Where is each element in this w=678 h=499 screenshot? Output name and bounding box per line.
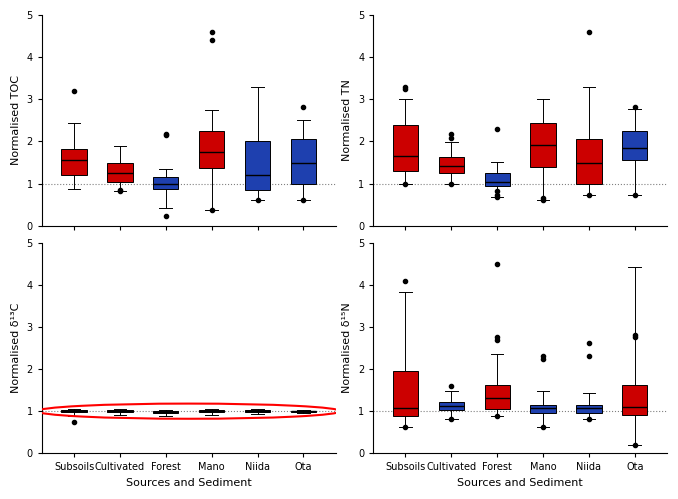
PathPatch shape <box>485 173 510 186</box>
PathPatch shape <box>107 163 132 182</box>
Y-axis label: Normalised TOC: Normalised TOC <box>11 75 21 166</box>
PathPatch shape <box>622 131 647 161</box>
PathPatch shape <box>245 410 270 412</box>
PathPatch shape <box>199 131 224 168</box>
PathPatch shape <box>439 402 464 410</box>
PathPatch shape <box>439 158 464 173</box>
PathPatch shape <box>62 149 87 175</box>
Y-axis label: Normalised δ¹⁵N: Normalised δ¹⁵N <box>342 302 353 393</box>
PathPatch shape <box>393 371 418 416</box>
Y-axis label: Normalised δ¹³C: Normalised δ¹³C <box>11 303 21 393</box>
PathPatch shape <box>485 385 510 409</box>
PathPatch shape <box>245 141 270 190</box>
X-axis label: Sources and Sediment: Sources and Sediment <box>126 478 252 488</box>
X-axis label: Sources and Sediment: Sources and Sediment <box>457 478 583 488</box>
PathPatch shape <box>530 123 556 167</box>
Y-axis label: Normalised TN: Normalised TN <box>342 79 353 161</box>
PathPatch shape <box>153 411 178 413</box>
PathPatch shape <box>153 177 178 189</box>
PathPatch shape <box>576 405 601 413</box>
PathPatch shape <box>291 411 316 412</box>
PathPatch shape <box>530 405 556 413</box>
PathPatch shape <box>622 385 647 415</box>
PathPatch shape <box>291 139 316 185</box>
PathPatch shape <box>393 125 418 171</box>
PathPatch shape <box>199 410 224 412</box>
PathPatch shape <box>62 410 87 413</box>
PathPatch shape <box>107 410 132 413</box>
PathPatch shape <box>576 139 601 184</box>
